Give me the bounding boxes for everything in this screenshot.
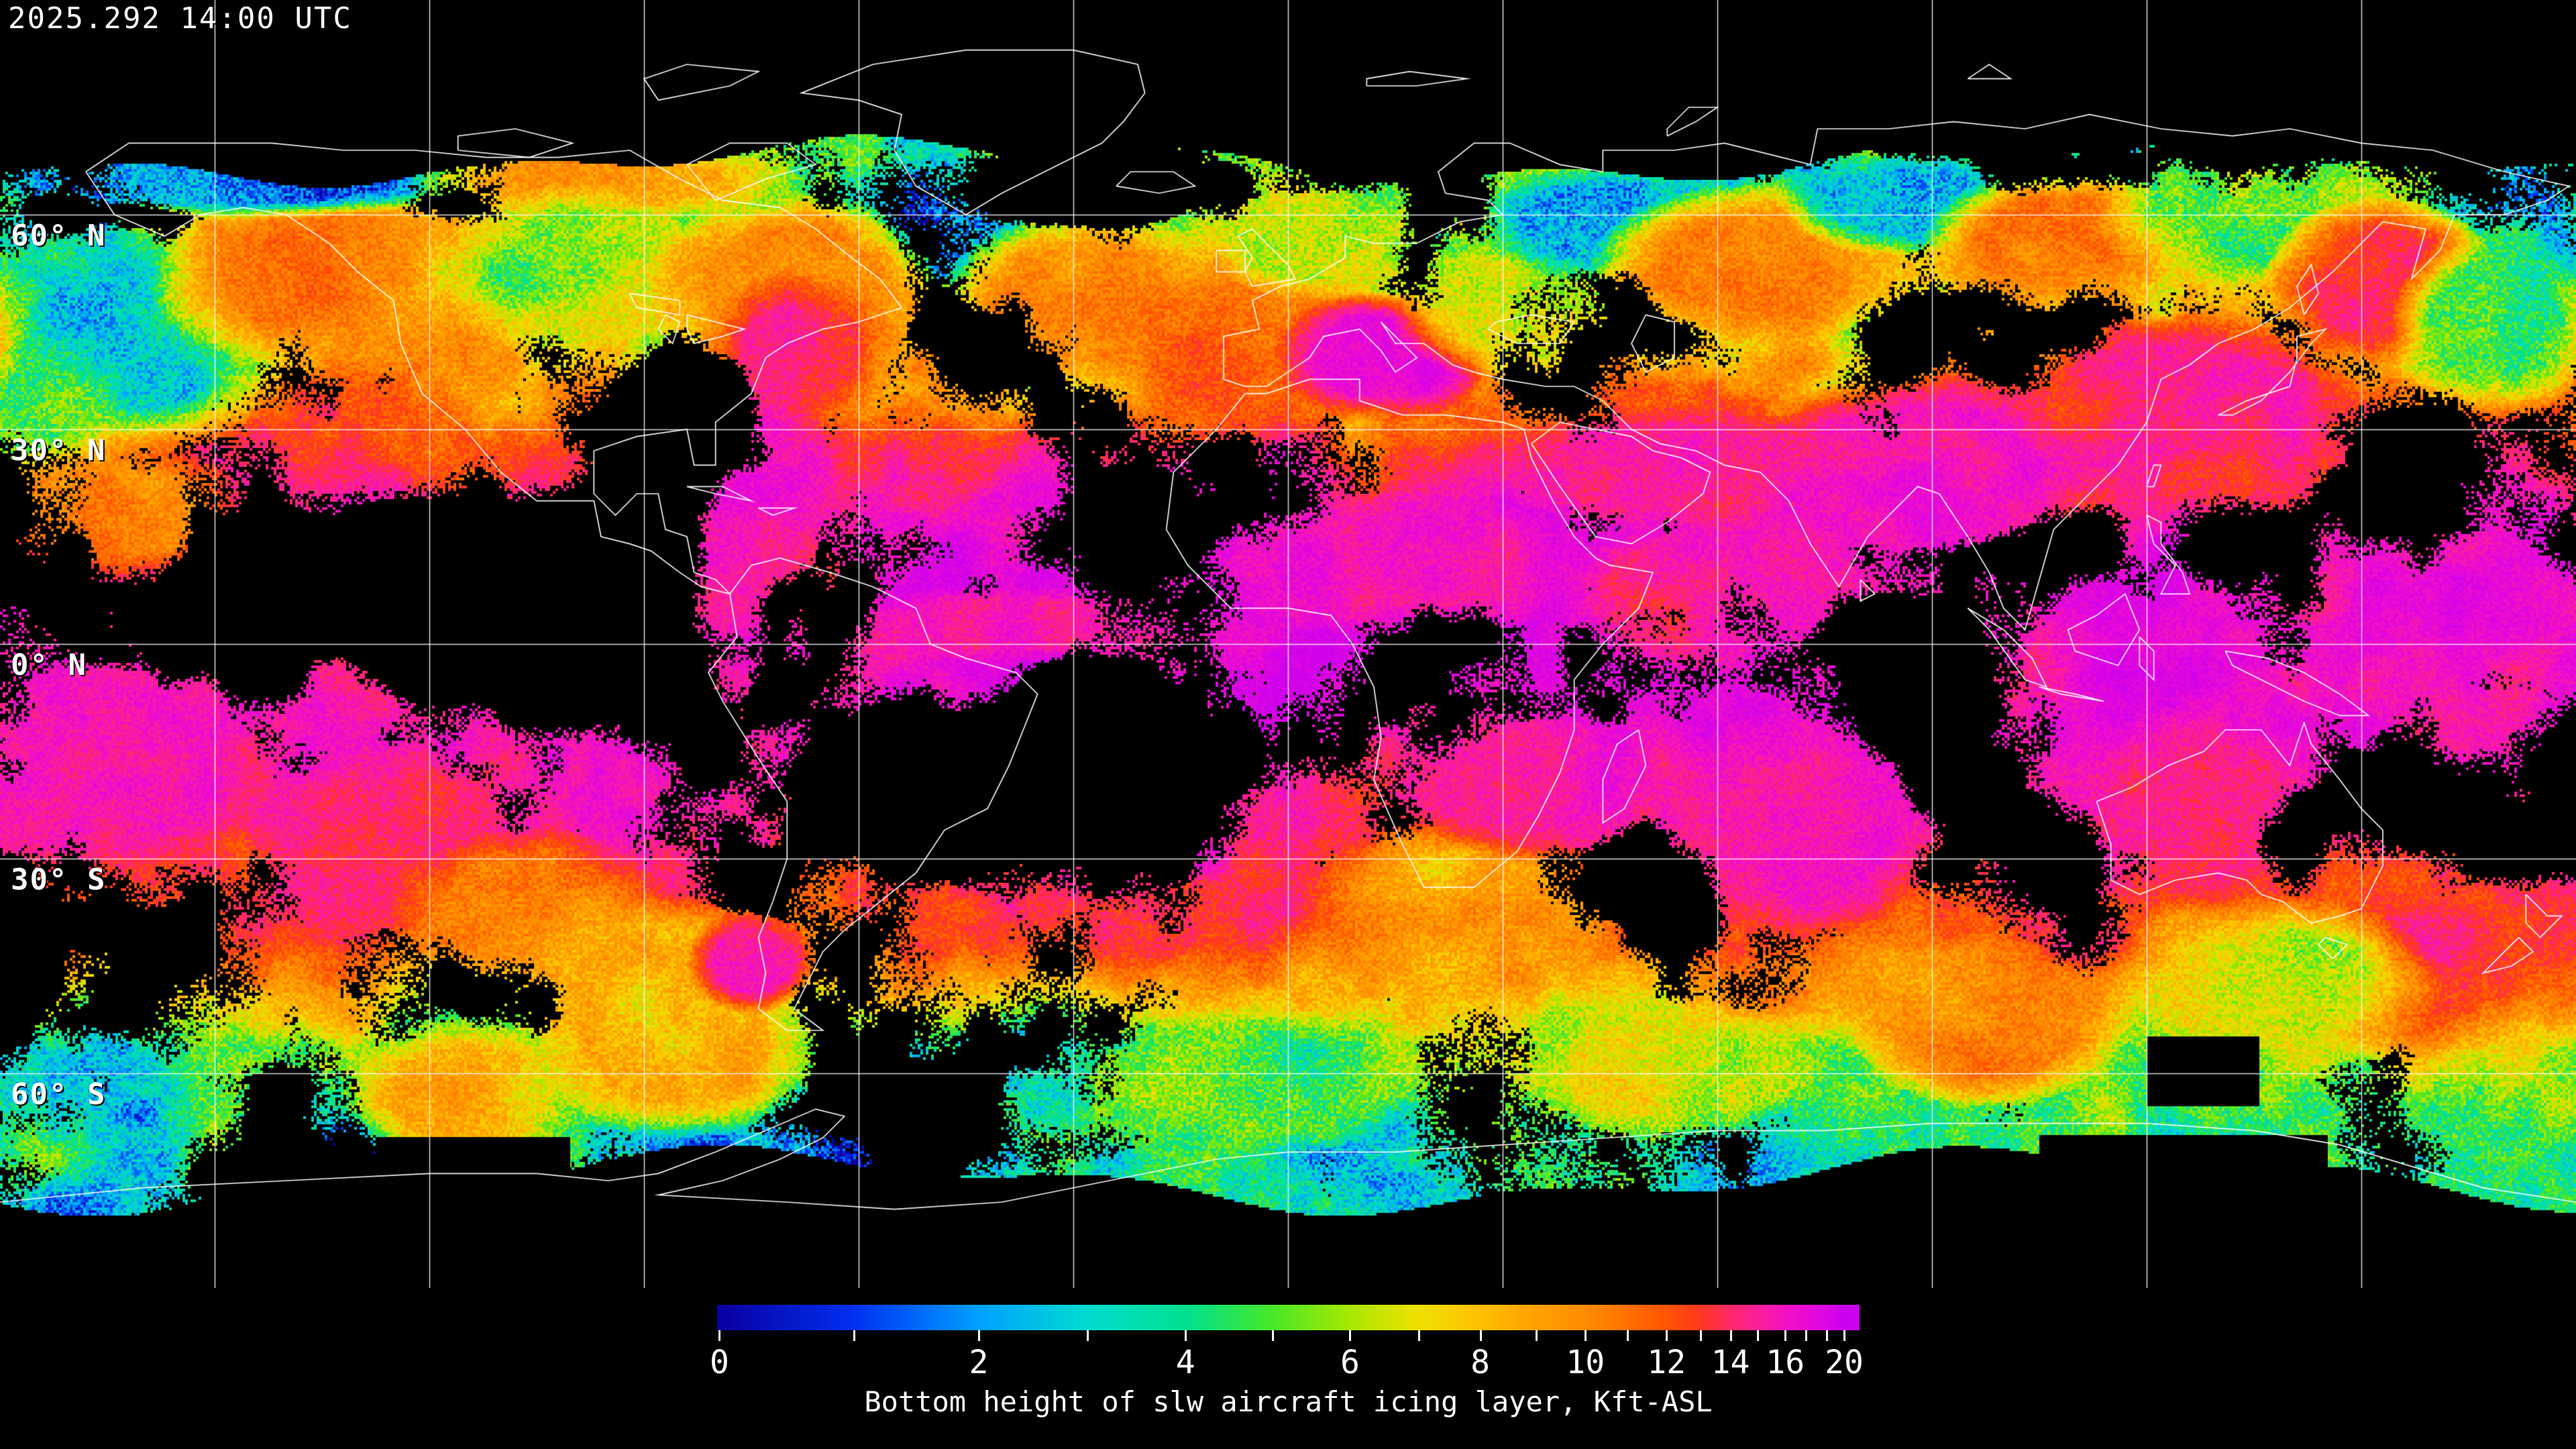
latitude-label: 0° N [11,648,87,682]
timestamp-label: 2025.292 14:00 UTC [8,1,352,36]
colorbar-tick-label: 2 [969,1344,989,1381]
colorbar-tick [1757,1330,1760,1341]
colorbar-tick [1585,1330,1587,1341]
colorbar-tick [1349,1330,1352,1341]
latitude-label: 60° N [11,219,107,253]
colorbar-gradient [717,1305,1860,1330]
colorbar-tick [1185,1330,1187,1341]
colorbar-tick [1086,1330,1089,1341]
colorbar-tick-label: 0 [709,1344,729,1381]
colorbar-tick [1700,1330,1703,1341]
colorbar-tick [853,1330,856,1341]
colorbar-tick-label: 16 [1766,1344,1805,1381]
colorbar-tick [977,1330,980,1341]
colorbar-tick [1666,1330,1668,1341]
colorbar [717,1305,1860,1330]
colorbar-tick [718,1330,721,1341]
colorbar-tick [1843,1330,1845,1341]
colorbar-tick [1627,1330,1629,1341]
colorbar-tick-label: 20 [1825,1344,1864,1381]
colorbar-tick-label: 14 [1711,1344,1750,1381]
colorbar-tick-label: 6 [1340,1344,1360,1381]
colorbar-tick-label: 10 [1566,1344,1605,1381]
colorbar-tick-label: 8 [1470,1344,1491,1381]
colorbar-tick [1417,1330,1420,1341]
colorbar-tick [1729,1330,1732,1341]
colorbar-tick [1271,1330,1274,1341]
colorbar-tick [1805,1330,1807,1341]
latitude-label: 30° S [11,863,107,897]
colorbar-tick [1479,1330,1482,1341]
latitude-label: 30° N [11,433,107,468]
latitude-label: 60° S [11,1077,107,1112]
colorbar-tick [1536,1330,1538,1341]
colorbar-title: Bottom height of slw aircraft icing laye… [864,1385,1713,1418]
colorbar-tick [1825,1330,1828,1341]
colorbar-tick-label: 4 [1175,1344,1195,1381]
colorbar-tick [1784,1330,1787,1341]
colorbar-tick-label: 12 [1647,1344,1686,1381]
